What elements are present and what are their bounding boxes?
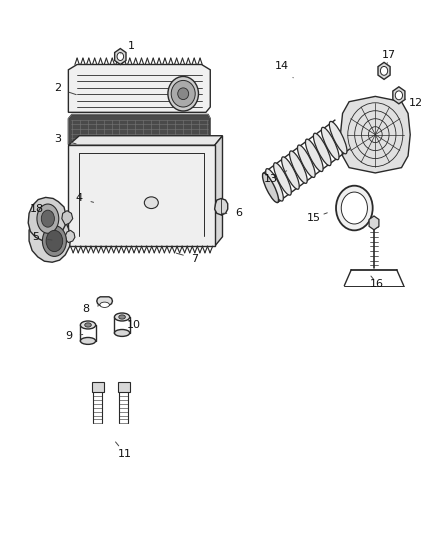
Ellipse shape	[329, 122, 347, 154]
Polygon shape	[215, 136, 223, 246]
Text: 1: 1	[121, 41, 135, 54]
Circle shape	[395, 91, 403, 100]
Text: 18: 18	[29, 204, 52, 214]
Ellipse shape	[297, 145, 315, 177]
Polygon shape	[62, 211, 73, 225]
Polygon shape	[68, 115, 210, 149]
Ellipse shape	[37, 204, 59, 233]
Text: 5: 5	[32, 232, 52, 243]
Text: 10: 10	[127, 320, 141, 330]
Text: 16: 16	[370, 276, 384, 288]
Text: 12: 12	[405, 98, 423, 108]
Ellipse shape	[321, 127, 339, 160]
Ellipse shape	[46, 230, 63, 252]
Polygon shape	[378, 62, 390, 79]
Text: 15: 15	[307, 213, 327, 223]
Ellipse shape	[290, 151, 307, 183]
Ellipse shape	[266, 168, 283, 201]
Polygon shape	[28, 197, 66, 241]
Ellipse shape	[81, 321, 95, 329]
Polygon shape	[393, 87, 405, 104]
Polygon shape	[29, 208, 71, 262]
Polygon shape	[68, 136, 223, 146]
Ellipse shape	[100, 302, 110, 308]
Circle shape	[381, 67, 388, 75]
Ellipse shape	[168, 76, 198, 111]
Ellipse shape	[262, 173, 279, 203]
Ellipse shape	[42, 225, 67, 256]
Text: 8: 8	[82, 304, 100, 314]
Polygon shape	[68, 146, 215, 246]
Text: 17: 17	[382, 50, 396, 63]
Text: 3: 3	[54, 134, 76, 144]
Ellipse shape	[314, 133, 331, 166]
Polygon shape	[65, 230, 75, 243]
Polygon shape	[68, 64, 210, 112]
Ellipse shape	[274, 163, 291, 195]
Ellipse shape	[282, 157, 299, 189]
Ellipse shape	[85, 323, 91, 327]
Text: 14: 14	[275, 61, 293, 78]
Text: 13: 13	[264, 171, 287, 184]
Polygon shape	[340, 96, 410, 173]
Ellipse shape	[119, 315, 125, 319]
Ellipse shape	[178, 88, 189, 100]
Ellipse shape	[171, 80, 195, 107]
Ellipse shape	[114, 329, 130, 336]
Text: 11: 11	[116, 442, 132, 458]
Polygon shape	[369, 216, 379, 230]
Text: 6: 6	[223, 208, 242, 219]
Ellipse shape	[81, 337, 95, 344]
Text: 7: 7	[177, 253, 198, 263]
Text: 4: 4	[76, 193, 94, 204]
FancyBboxPatch shape	[118, 382, 130, 392]
Polygon shape	[97, 297, 113, 305]
Ellipse shape	[305, 139, 323, 172]
Circle shape	[336, 185, 373, 230]
Ellipse shape	[145, 197, 158, 208]
Ellipse shape	[114, 313, 130, 321]
Polygon shape	[115, 49, 126, 64]
FancyBboxPatch shape	[92, 382, 104, 392]
Text: 2: 2	[54, 83, 76, 95]
Polygon shape	[215, 198, 228, 215]
Circle shape	[117, 53, 124, 61]
Circle shape	[341, 192, 367, 224]
Ellipse shape	[41, 210, 54, 227]
Text: 9: 9	[65, 330, 83, 341]
